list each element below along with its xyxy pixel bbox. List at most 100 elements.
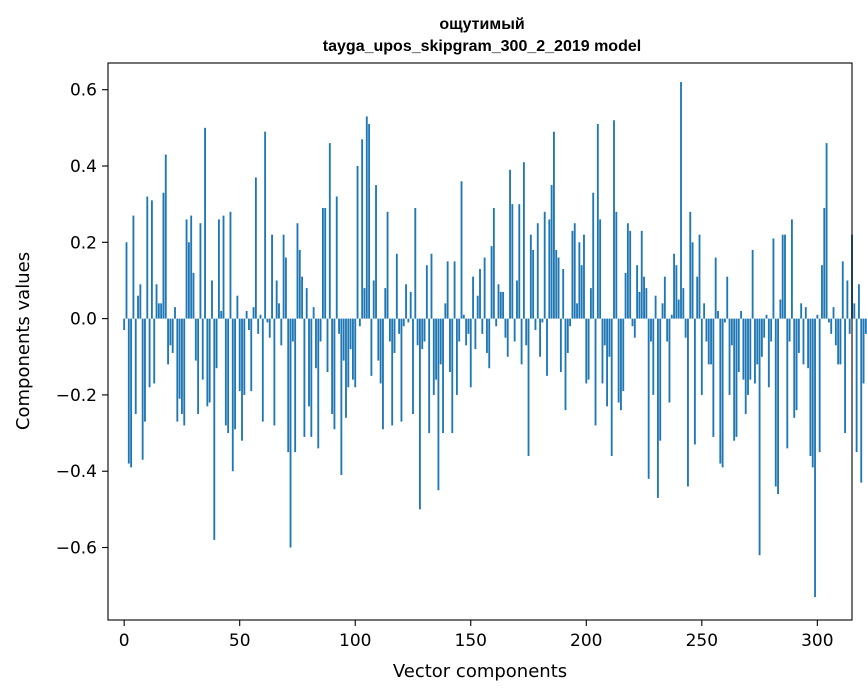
bar: [342, 318, 345, 361]
bar: [425, 265, 428, 319]
bar: [626, 223, 629, 319]
bar: [439, 318, 442, 365]
bar: [543, 211, 546, 319]
bar: [825, 143, 828, 319]
bar: [571, 230, 574, 319]
bar: [823, 207, 826, 319]
bar: [358, 318, 361, 327]
bar: [352, 318, 354, 380]
x-tick-label: 250: [686, 631, 718, 651]
bar: [765, 314, 768, 319]
bar: [730, 318, 733, 346]
bar: [488, 318, 491, 369]
bar: [707, 318, 710, 365]
bar: [375, 185, 377, 319]
bar: [566, 318, 569, 353]
bar: [305, 288, 308, 319]
bar: [719, 318, 722, 464]
bar: [123, 318, 126, 331]
bar: [455, 318, 458, 395]
bar: [601, 318, 604, 384]
bar: [204, 127, 206, 319]
bar: [864, 318, 867, 334]
bar: [400, 318, 403, 422]
bar: [592, 192, 595, 319]
bar: [647, 318, 650, 479]
bar: [492, 207, 495, 319]
bar: [862, 318, 865, 384]
bar: [675, 265, 678, 319]
bar: [793, 318, 796, 418]
bar: [735, 318, 738, 437]
bar: [562, 269, 565, 319]
bar: [451, 318, 454, 434]
bar: [620, 318, 622, 411]
bar: [659, 318, 662, 441]
bar: [795, 318, 798, 411]
bar: [633, 318, 636, 338]
chart-subtitle: tayga_upos_skipgram_300_2_2019 model: [323, 38, 641, 55]
bar: [287, 318, 290, 453]
bar: [326, 318, 329, 373]
y-tick-label: 0.0: [70, 310, 97, 330]
bar: [594, 318, 597, 426]
bar: [469, 318, 472, 388]
bar: [839, 318, 842, 365]
bar: [217, 219, 220, 319]
bar: [816, 314, 819, 319]
bar: [150, 200, 153, 319]
bar: [486, 318, 488, 353]
bar: [569, 318, 572, 327]
bar: [432, 318, 435, 395]
bar: [504, 318, 507, 338]
bar: [453, 261, 456, 319]
bar: [705, 318, 708, 342]
bar: [185, 219, 188, 319]
bar: [467, 318, 470, 334]
bar: [264, 131, 267, 319]
bar: [187, 242, 190, 319]
plot-frame: [107, 62, 853, 621]
bar: [610, 318, 613, 456]
x-tick-label: 0: [119, 631, 130, 651]
bar: [460, 181, 463, 319]
bar: [245, 310, 248, 319]
bar: [777, 318, 779, 495]
bar: [615, 211, 618, 319]
x-axis-label: Vector components: [393, 661, 567, 682]
bar: [506, 318, 509, 357]
bar: [347, 318, 350, 388]
bar: [763, 318, 766, 338]
bar: [444, 303, 447, 319]
bar: [412, 318, 414, 414]
x-tick-label: 300: [801, 631, 833, 651]
y-tick-label: 0.4: [70, 157, 97, 177]
bar: [855, 318, 858, 453]
bar: [328, 143, 331, 319]
bar: [525, 318, 528, 346]
bar: [617, 318, 620, 403]
bar: [190, 215, 193, 319]
bar: [472, 276, 474, 319]
bar: [243, 318, 246, 395]
bar: [536, 223, 539, 319]
bar: [419, 318, 421, 510]
y-tick-label: −0.4: [56, 462, 97, 482]
x-axis: 0 50 100 150 200 250 300: [119, 620, 834, 651]
bar: [587, 318, 590, 380]
bar: [208, 318, 211, 403]
bar: [502, 291, 505, 319]
bar: [402, 318, 405, 327]
bar: [220, 310, 223, 319]
bar: [511, 204, 514, 319]
bar: [573, 223, 576, 319]
bar: [388, 318, 391, 342]
bar: [631, 318, 634, 327]
bars-group: [123, 82, 867, 598]
bar: [278, 303, 280, 319]
bar: [361, 139, 364, 319]
bar: [250, 318, 253, 392]
bar: [428, 318, 431, 434]
bar: [663, 276, 666, 319]
x-tick-label: 50: [229, 631, 251, 651]
